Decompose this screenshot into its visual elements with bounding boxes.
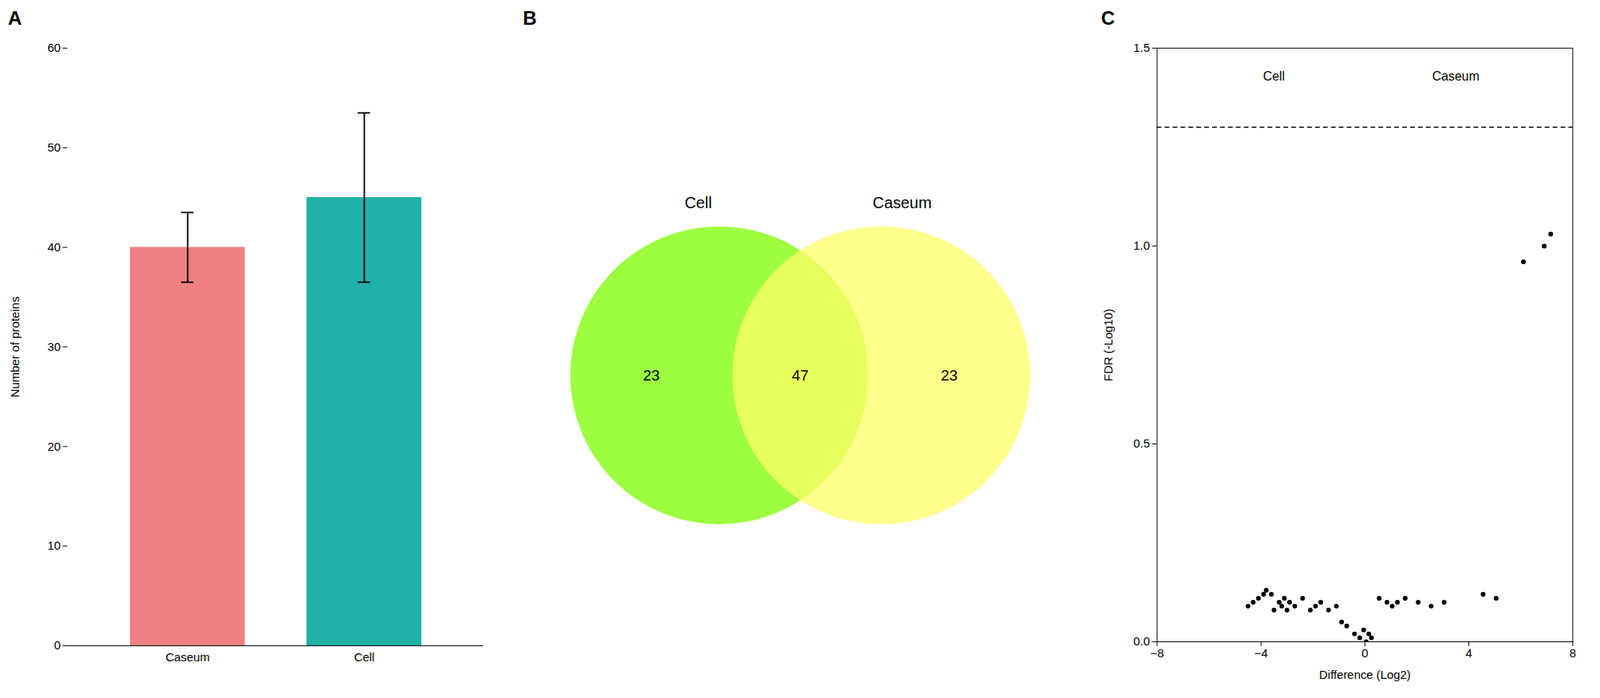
svg-text:−4: −4: [1254, 647, 1269, 660]
svg-text:Difference (Log2): Difference (Log2): [1319, 668, 1411, 681]
svg-text:23: 23: [643, 367, 660, 384]
svg-text:40: 40: [47, 240, 61, 254]
svg-text:1.0: 1.0: [1133, 239, 1150, 253]
svg-text:8: 8: [1569, 647, 1577, 660]
svg-text:FDR (-Log10): FDR (-Log10): [1102, 308, 1115, 382]
svg-text:1.5: 1.5: [1133, 41, 1150, 55]
svg-text:0.5: 0.5: [1133, 437, 1150, 451]
html-text:A: A: [7, 7, 22, 29]
svg-text:Caseum: Caseum: [873, 193, 933, 212]
svg-text:−8: −8: [1149, 647, 1164, 660]
html-text:C: C: [1101, 7, 1115, 29]
svg-text:0.0: 0.0: [1133, 635, 1150, 648]
svg-text:Caseum: Caseum: [165, 651, 210, 664]
svg-text:50: 50: [47, 141, 61, 155]
svg-text:0: 0: [1361, 647, 1368, 660]
svg-text:47: 47: [792, 367, 810, 384]
svg-text:Cell: Cell: [684, 193, 712, 212]
svg-text:10: 10: [47, 539, 61, 553]
svg-text:Cell: Cell: [354, 651, 376, 664]
svg-text:Cell: Cell: [1263, 69, 1285, 83]
svg-text:60: 60: [47, 41, 61, 55]
svg-text:20: 20: [47, 440, 61, 454]
svg-text:30: 30: [47, 340, 61, 354]
svg-text:Caseum: Caseum: [1432, 69, 1480, 83]
svg-text:23: 23: [940, 367, 958, 384]
svg-text:4: 4: [1465, 647, 1472, 660]
svg-text:0: 0: [54, 639, 61, 652]
svg-text:Number of proteins: Number of proteins: [8, 296, 22, 398]
html-text:B: B: [522, 7, 537, 29]
